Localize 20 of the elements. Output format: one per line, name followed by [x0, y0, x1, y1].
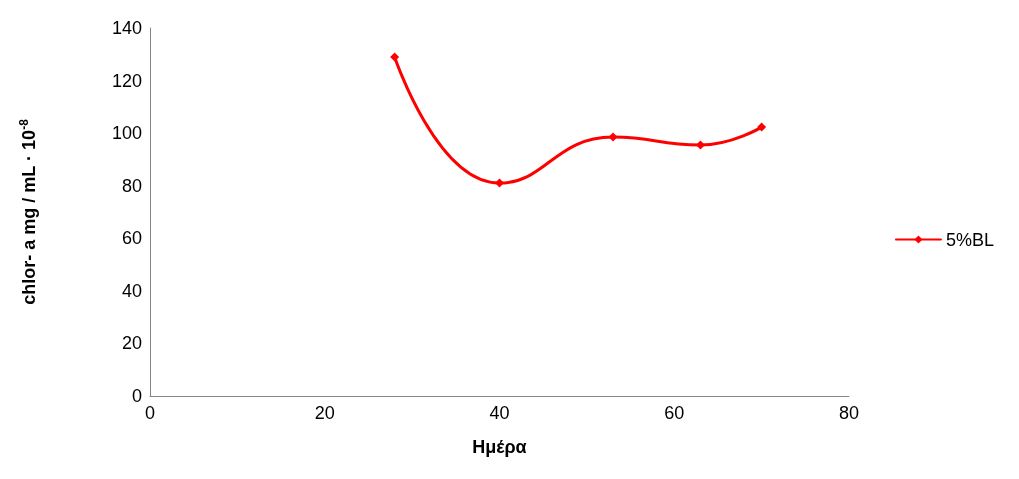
x-tick-label: 40 — [489, 403, 510, 423]
y-tick-label: 0 — [131, 386, 142, 406]
y-tick-label: 20 — [121, 333, 142, 354]
legend-label: 5%BL — [945, 229, 995, 250]
x-tick-label: 0 — [144, 403, 156, 423]
point — [495, 178, 504, 188]
x-tick-label: 60 — [664, 403, 685, 423]
point — [390, 52, 400, 62]
y-tick-label: 80 — [121, 175, 142, 196]
point — [608, 132, 618, 142]
point — [757, 122, 767, 132]
y-axis-title: chlor- a mg / mL · 10-8 — [17, 118, 39, 305]
y-tick-label: 140 — [111, 18, 142, 38]
x-axis-title: Ημέρα — [472, 437, 527, 457]
y-tick-label: 100 — [111, 123, 142, 144]
y-tick-label: 120 — [111, 70, 142, 91]
x-tick-label: 20 — [314, 403, 335, 423]
x-tick-label: 80 — [838, 403, 860, 423]
y-tick-label: 60 — [121, 228, 142, 249]
y-tick-label: 40 — [121, 280, 142, 301]
